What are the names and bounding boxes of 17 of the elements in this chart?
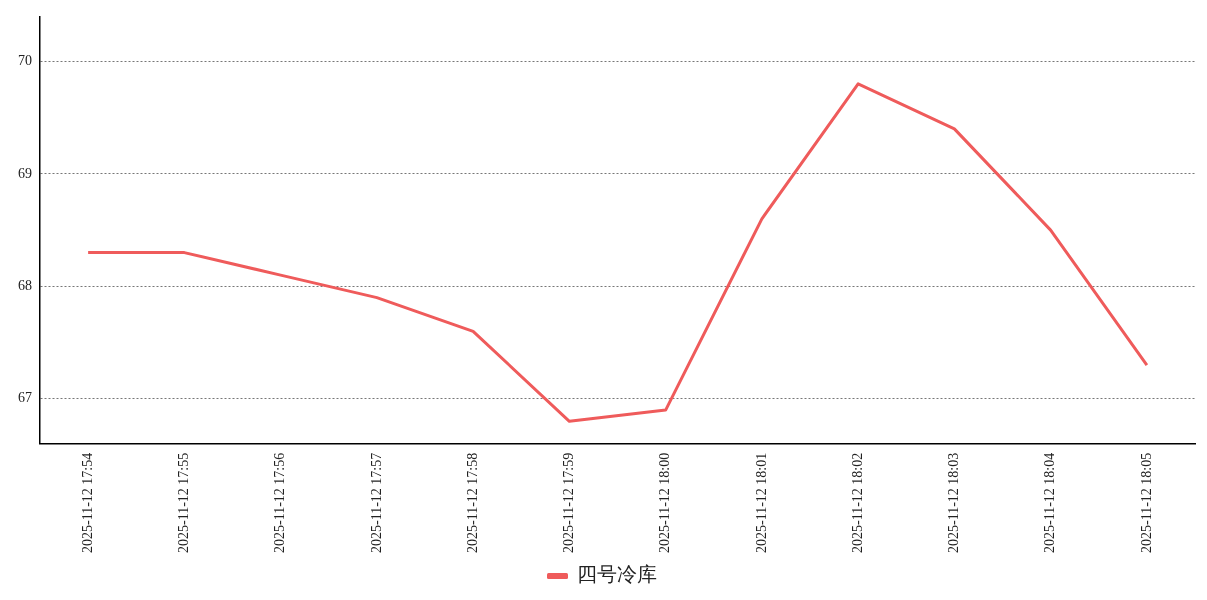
x-tick-label: 2025-11-12 18:03 [946,452,962,554]
y-tick-label: 67 [18,390,32,406]
x-tick-label: 2025-11-12 18:02 [849,452,865,554]
x-tick-label: 2025-11-12 17:54 [79,452,95,554]
x-tick-label: 2025-11-12 18:00 [657,452,673,554]
y-tick-label: 68 [18,278,32,294]
x-tick-label: 2025-11-12 17:55 [176,452,192,554]
x-tick-label: 2025-11-12 18:04 [1042,452,1058,554]
x-tick-label: 2025-11-12 18:01 [753,452,769,554]
x-tick-label: 2025-11-12 17:57 [368,452,384,554]
x-tick-label: 2025-11-12 17:59 [561,452,577,554]
x-tick-label: 2025-11-12 18:05 [1138,452,1154,554]
x-tick-label: 2025-11-12 17:58 [464,452,480,554]
legend-label: 四号冷库 [576,563,657,586]
y-tick-label: 70 [18,53,32,69]
x-tick-label: 2025-11-12 17:56 [272,452,288,554]
y-tick-label: 69 [18,165,32,181]
